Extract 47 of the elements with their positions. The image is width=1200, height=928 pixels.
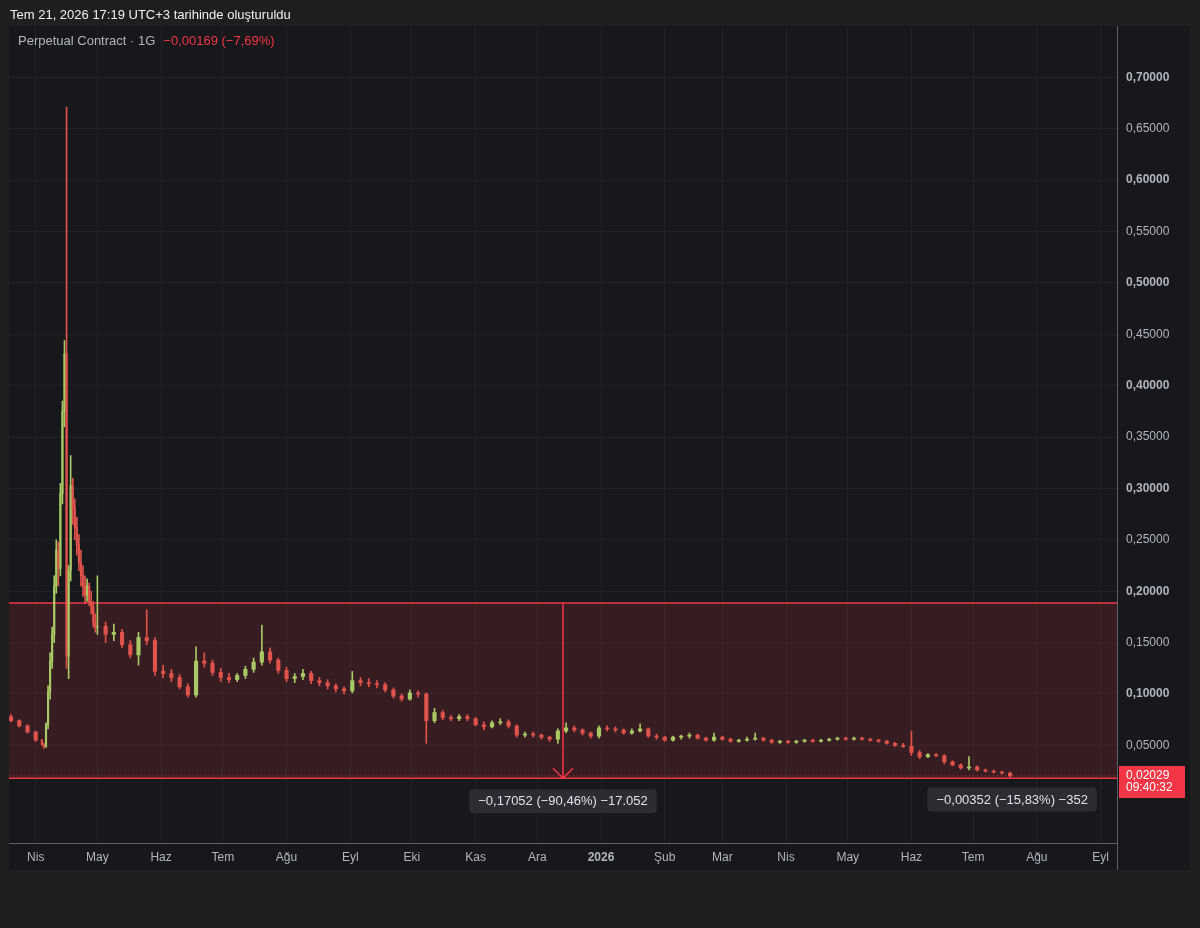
y-tick-label: 0,50000	[1126, 275, 1170, 290]
x-tick-label: Nis	[777, 849, 795, 864]
x-tick-label: Eyl	[341, 849, 359, 864]
y-tick-label: 0,20000	[1126, 583, 1170, 598]
x-tick-label: Tem	[961, 849, 985, 864]
x-tick-label: Nis	[27, 849, 45, 864]
x-tick-label: Ara	[527, 849, 547, 864]
legend-label: −0,17052 (−90,46%) −17.052	[478, 793, 648, 809]
x-tick-label: Haz	[150, 849, 172, 864]
x-tick-label: Kas	[465, 849, 486, 864]
x-tick-label: Şub	[654, 849, 676, 864]
candlestick	[753, 732, 758, 741]
x-tick-label: Eyl	[1092, 849, 1109, 864]
x-tick-label: May	[836, 849, 860, 864]
text: Tem 21, 2026 17:19 UTC+3 tarihinde oluşturuldu	[10, 6, 291, 22]
text: −0,00169 (−7,69%)	[163, 32, 275, 48]
ref-line-label: 0,02029	[1126, 768, 1170, 783]
y-tick-label: 0,35000	[1126, 429, 1170, 444]
candlestick	[111, 623, 116, 641]
x-tick-label: Ağu	[275, 849, 298, 864]
text: 09:40:32	[1126, 780, 1174, 795]
text: Perpetual Contract · 1G	[18, 32, 156, 48]
candlestick	[161, 664, 166, 678]
y-tick-label: 0,45000	[1126, 326, 1170, 341]
x-tick-label: Mar	[711, 849, 733, 864]
candlestick	[96, 575, 99, 635]
x-tick-label: May	[86, 849, 109, 864]
y-tick-label: 0,25000	[1126, 532, 1170, 547]
candlestick	[374, 680, 380, 689]
y-tick-label: 0,60000	[1126, 172, 1170, 187]
annotation: −0,00352 (−15,83%) −352	[936, 791, 1088, 807]
x-tick-label: Haz	[900, 849, 923, 864]
y-tick-label: 0,15000	[1126, 634, 1170, 649]
candlestick	[366, 678, 371, 688]
candlestick	[498, 718, 503, 726]
x-tick-label: Tem	[211, 849, 235, 864]
y-tick-label: 0,05000	[1126, 737, 1170, 752]
y-tick-label: 0,10000	[1126, 686, 1170, 701]
x-tick-label: 2026	[587, 849, 615, 864]
y-tick-label: 0,30000	[1126, 480, 1170, 495]
x-tick-label: Ağu	[1026, 849, 1048, 864]
candlestick	[144, 609, 149, 645]
y-tick-label: 0,40000	[1126, 378, 1170, 392]
y-tick-label: 0,70000	[1126, 69, 1170, 84]
x-tick-label: Eki	[403, 849, 421, 864]
y-tick-label: 0,55000	[1126, 223, 1170, 238]
y-tick-label: 0,65000	[1126, 121, 1170, 136]
